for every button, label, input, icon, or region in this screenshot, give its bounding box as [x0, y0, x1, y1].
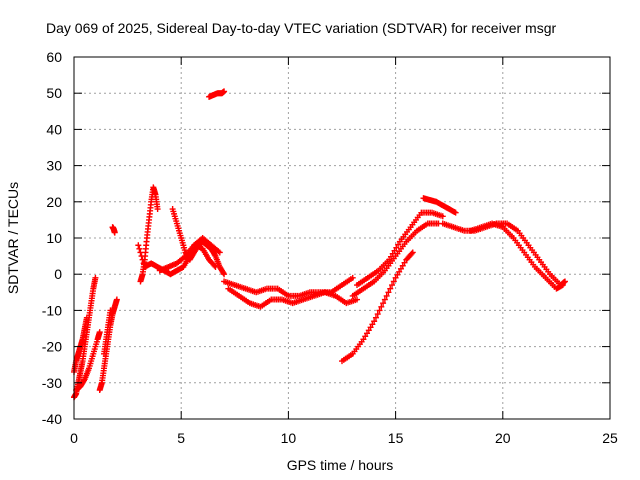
data-point	[383, 292, 390, 299]
data-point	[452, 209, 459, 216]
data-point	[216, 249, 223, 256]
grid	[74, 57, 610, 419]
data-point	[154, 206, 161, 213]
data-point	[401, 259, 408, 266]
y-tick-label: -30	[42, 375, 62, 391]
data-point	[376, 307, 383, 314]
data-point	[390, 278, 397, 285]
y-axis-label: SDTVAR / TECUs	[5, 182, 21, 294]
data-point	[409, 249, 416, 256]
y-tick-label: 30	[46, 158, 62, 174]
data-point	[362, 333, 369, 340]
series-arc-early-1	[71, 274, 99, 401]
data-point	[395, 241, 402, 248]
data-point	[360, 336, 367, 343]
data-point	[439, 213, 446, 220]
data-point	[374, 311, 381, 318]
y-tick-label: -40	[42, 411, 62, 427]
series-blip-2h	[109, 224, 118, 236]
data-point	[364, 330, 371, 337]
data-point	[561, 278, 568, 285]
data-point	[365, 327, 372, 334]
series-cluster-50	[206, 88, 228, 100]
series-arc-3h-base	[135, 242, 219, 278]
data-point	[371, 318, 378, 325]
data-point	[394, 271, 401, 278]
data-point	[387, 285, 394, 292]
series-arc-4-5h	[169, 206, 228, 278]
data-point	[380, 300, 387, 307]
series-arc-3h-spike	[137, 184, 161, 285]
series-arc-12.5-15.5h	[339, 249, 416, 365]
data-point	[349, 274, 356, 281]
data-point	[354, 296, 361, 303]
data-point	[221, 88, 228, 95]
data-point	[381, 296, 388, 303]
data-point	[397, 265, 404, 272]
data-point	[107, 307, 114, 314]
y-tick-label: 10	[46, 230, 62, 246]
data-point	[220, 269, 227, 276]
data-point	[387, 253, 394, 260]
y-tick-label: 0	[54, 266, 62, 282]
data-point	[136, 245, 143, 252]
series-arc-13-17h-upper	[354, 209, 446, 289]
data-point	[83, 314, 90, 321]
data-point	[393, 244, 400, 251]
x-tick-label: 15	[388, 430, 404, 446]
series-arc-7-13h-lower	[225, 285, 361, 310]
y-tick-label: 50	[46, 85, 62, 101]
y-tick-label: -20	[42, 339, 62, 355]
data-point	[378, 303, 385, 310]
data-point	[135, 242, 142, 249]
data-point	[559, 282, 566, 289]
y-tick-label: 40	[46, 121, 62, 137]
series-arc-18-23h-lower	[467, 220, 566, 292]
y-tick-label: 60	[46, 49, 62, 65]
x-tick-label: 10	[281, 430, 297, 446]
series-arc-4-6h-low	[156, 235, 223, 274]
data-point	[111, 229, 118, 236]
data-point	[139, 256, 146, 263]
y-tick-label: 20	[46, 194, 62, 210]
data-point	[92, 274, 99, 281]
data-point	[113, 296, 120, 303]
x-tick-label: 5	[177, 430, 185, 446]
data-point	[389, 250, 396, 257]
x-tick-label: 0	[70, 430, 78, 446]
data-point	[221, 271, 228, 278]
series-arc-early-3	[73, 329, 103, 394]
data-point	[137, 249, 144, 256]
data-point	[392, 274, 399, 281]
data-point	[391, 247, 398, 254]
data-point	[138, 253, 145, 260]
series-arc-early-5	[101, 307, 114, 357]
chart-title: Day 069 of 2025, Sidereal Day-to-day VTE…	[46, 20, 556, 36]
series-arc-16-18h	[420, 195, 459, 216]
data-point	[367, 324, 374, 331]
data-point	[372, 314, 379, 321]
data-point	[396, 268, 403, 275]
data-point	[140, 260, 147, 267]
y-tick-label: -10	[42, 302, 62, 318]
data-point	[389, 282, 396, 289]
data-point	[408, 250, 415, 257]
data-point	[399, 262, 406, 269]
x-tick-label: 20	[495, 430, 511, 446]
data-point	[369, 321, 376, 328]
series-arc-early-2	[71, 314, 90, 375]
x-tick-label: 25	[602, 430, 618, 446]
axis-ticks: -40 -30 -20 -10 0 10 20 30 40 50 60 0 5 10 15 20 25	[42, 49, 618, 446]
x-axis-label: GPS time / hours	[287, 457, 394, 473]
data-point	[386, 256, 393, 263]
data-points	[71, 88, 568, 401]
data-point	[385, 289, 392, 296]
data-point	[96, 329, 103, 336]
data-point	[211, 251, 218, 258]
data-point	[81, 377, 88, 384]
